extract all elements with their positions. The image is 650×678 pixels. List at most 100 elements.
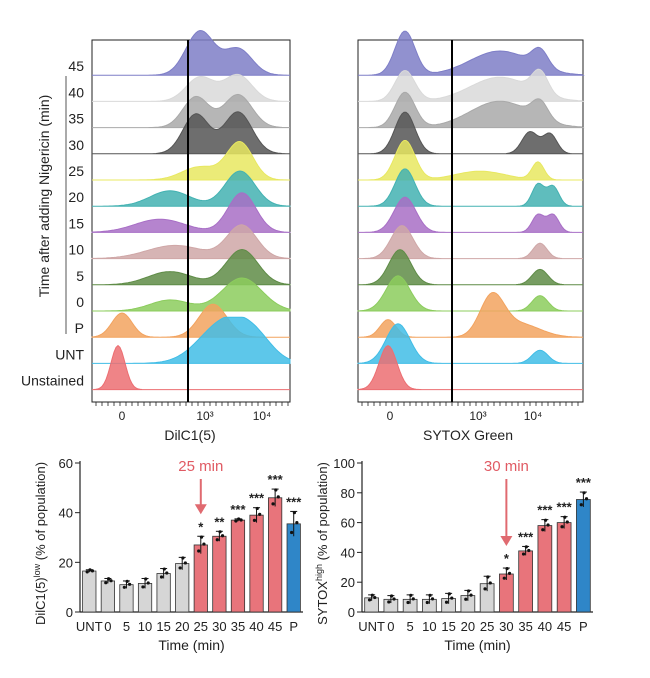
data-point-45 [271,502,275,506]
histogram-curve-5 [358,249,583,286]
significance-25: * [198,519,204,534]
histogram-curve-15 [358,196,583,233]
data-point-20 [464,597,468,601]
bar-5 [119,584,134,613]
row-label-10: 10 [68,242,84,258]
x-tick-label-15: 15 [156,619,170,634]
histogram-curve-25 [92,140,290,181]
histogram-curve-35 [358,91,585,129]
x-tick-label-20: 20 [461,619,475,634]
data-point-UNT [367,598,372,602]
x-tick-label-0: 0 [387,619,394,634]
data-point-20 [181,556,185,560]
histogram-curve-40 [358,68,585,102]
panel-frame [357,39,584,403]
data-point-P [292,511,297,515]
x-tick-label-20: 20 [175,619,189,634]
y-axis-label-sup: high [314,564,324,581]
data-point-40 [546,523,550,527]
data-point-30 [220,534,225,538]
histogram-curve-40 [92,73,290,102]
data-point-P [584,497,589,501]
data-point-10 [425,600,429,605]
x-tick-label-30: 30 [212,619,226,634]
data-point-0 [106,577,111,581]
data-point-35 [521,552,526,556]
bar-UNT [82,570,97,613]
x-tick-label-30: 30 [499,619,513,634]
annotation-label: 25 min [178,458,223,475]
row-label-15: 15 [68,215,84,231]
data-point-15 [444,600,449,604]
histogram-xlabel-left: DilC1(5) [164,427,215,443]
data-point-40 [543,518,548,522]
significance-35: *** [518,529,534,544]
x-tick-label-35: 35 [231,619,245,634]
row-label-35: 35 [68,111,84,127]
bar-chart-dilc1: 0 20 40 60 DilC1(5)low (% of population) Time… [32,456,303,653]
histogram-curve-30 [358,111,583,155]
significance-40: *** [249,491,265,506]
bar-0 [100,580,115,613]
significance-30: * [504,551,510,566]
data-point-0 [104,581,108,585]
data-point-30 [215,538,219,542]
x-tick-label-35: 35 [518,619,532,634]
data-point-P [295,521,299,525]
data-point-30 [502,576,506,580]
data-point-35 [237,517,241,521]
data-point-40 [258,512,262,517]
x-tick-label-10: 10 [138,619,152,634]
x-tick-label-40: 40 [249,619,263,634]
data-point-P [290,530,294,535]
bar-15 [156,573,171,613]
x-tick-label-15: 15 [441,619,455,634]
y-tick-label: 40 [341,545,355,560]
data-point-30 [218,530,222,534]
data-point-35 [527,548,531,553]
significance-30: ** [214,514,225,529]
histogram-curve-Unstained [357,345,583,391]
row-label-45: 45 [68,58,84,74]
y-tick-label: 60 [341,516,355,531]
data-point-5 [125,579,129,583]
data-point-10 [428,593,432,597]
x-tick-label-0: 0 [104,619,111,634]
y-tick-label: 100 [333,456,355,471]
data-point-10 [430,597,435,601]
data-point-20 [466,589,471,593]
histogram-xlabel-right: SYTOX Green [423,427,513,443]
y-axis-label-rest: (% of population) [33,462,48,564]
histogram-curve-20 [358,168,583,207]
data-point-20 [469,593,473,597]
data-point-UNT [88,568,92,572]
significance-P: *** [286,494,302,509]
annotation-label: 30 min [484,458,529,475]
data-point-5 [122,585,126,589]
histogram-ylabel: Time after adding Nigericin (min) [36,95,52,298]
bar-35 [518,550,533,613]
x-tick-label-10: 10 [422,619,436,634]
y-tick-label: 0 [348,605,355,620]
histogram-curve-45 [358,30,585,76]
histogram-row-labels: 45 40 35 30 25 20 15 10 5 0 P UNT Unstained [21,58,84,388]
data-point-40 [252,518,257,522]
tick-label-right-1e4: 10⁴ [524,409,543,423]
y-axis-label-main: DilC1(5) [33,577,48,625]
data-point-0 [389,594,394,598]
row-label-25: 25 [68,163,84,179]
data-point-25 [197,549,201,553]
annotation-arrow-head [500,536,513,547]
bar-25 [193,544,208,613]
y-tick-label: 20 [341,575,355,590]
row-label-5: 5 [76,268,84,284]
data-point-20 [178,566,182,570]
y-axis-label-sup: low [32,563,42,577]
row-label-40: 40 [68,84,84,100]
data-point-30 [507,571,512,576]
y-axis-label-rest: (% of population) [315,462,330,564]
data-point-20 [183,561,187,565]
significance-45: *** [557,500,573,515]
data-point-15 [162,567,166,571]
